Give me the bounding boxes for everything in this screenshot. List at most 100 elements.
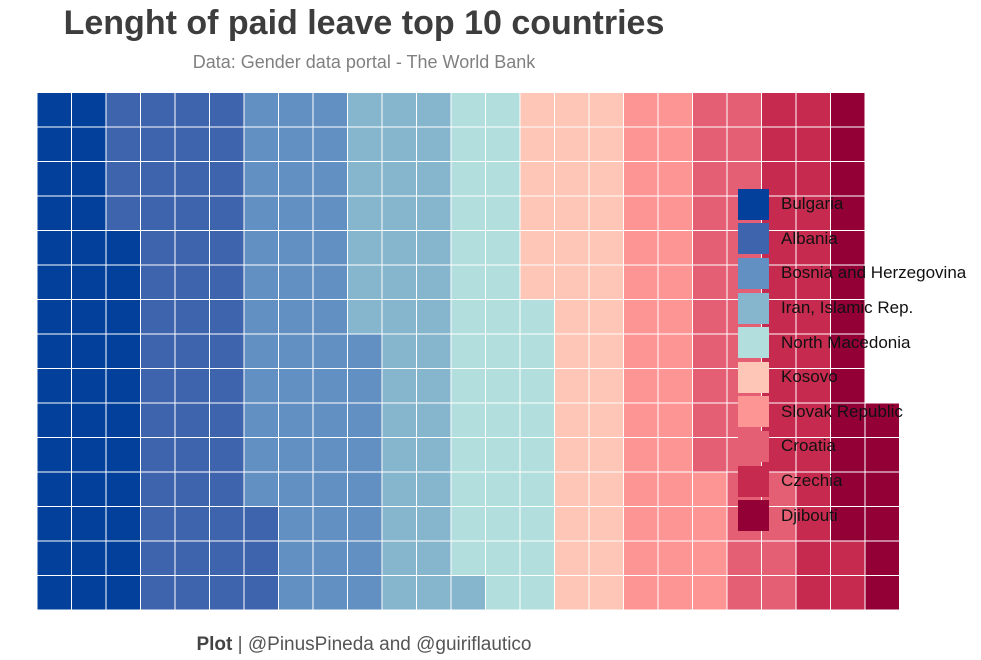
- waffle-cell-2: [209, 92, 245, 128]
- waffle-cell-6: [554, 437, 590, 473]
- waffle-cell-8: [761, 575, 797, 611]
- waffle-cell-5: [485, 402, 521, 438]
- waffle-cell-2: [174, 575, 210, 611]
- waffle-cell-6: [588, 230, 624, 266]
- waffle-cell-2: [209, 299, 245, 335]
- waffle-cell-9: [795, 126, 831, 162]
- waffle-cell-3: [278, 264, 314, 300]
- waffle-cell-2: [174, 195, 210, 231]
- chart-subtitle: Data: Gender data portal - The World Ban…: [192, 52, 536, 72]
- legend-label: Czechia: [781, 471, 843, 491]
- waffle-cell-8: [726, 540, 762, 576]
- waffle-cell-5: [450, 506, 486, 542]
- waffle-cell-1: [71, 437, 107, 473]
- legend-label: North Macedonia: [781, 332, 911, 352]
- waffle-cell-4: [381, 540, 417, 576]
- waffle-cell-6: [554, 333, 590, 369]
- waffle-cell-3: [347, 402, 383, 438]
- waffle-cell-4: [416, 126, 452, 162]
- waffle-cell-7: [623, 437, 659, 473]
- waffle-cell-3: [312, 575, 348, 611]
- waffle-cell-4: [381, 368, 417, 404]
- waffle-cell-7: [623, 575, 659, 611]
- waffle-cell-5: [450, 333, 486, 369]
- waffle-cell-2: [174, 368, 210, 404]
- waffle-cell-3: [312, 161, 348, 197]
- waffle-cell-3: [243, 92, 279, 128]
- legend-swatch: [738, 327, 769, 359]
- waffle-cell-7: [657, 230, 693, 266]
- waffle-cell-1: [36, 299, 72, 335]
- waffle-cell-8: [692, 264, 728, 300]
- legend-item: Iran, Islamic Rep.: [738, 291, 966, 326]
- waffle-cell-2: [209, 437, 245, 473]
- waffle-cell-2: [174, 126, 210, 162]
- waffle-cell-9: [761, 92, 797, 128]
- legend-swatch: [738, 188, 769, 220]
- legend-swatch: [738, 257, 769, 289]
- waffle-cell-7: [657, 540, 693, 576]
- waffle-cell-1: [71, 264, 107, 300]
- waffle-cell-6: [554, 264, 590, 300]
- waffle-cell-5: [519, 299, 555, 335]
- waffle-cell-5: [450, 230, 486, 266]
- waffle-cell-4: [347, 126, 383, 162]
- waffle-cell-1: [36, 368, 72, 404]
- waffle-cell-9: [795, 92, 831, 128]
- waffle-cell-6: [588, 92, 624, 128]
- waffle-cell-9: [795, 506, 831, 542]
- waffle-cell-1: [71, 299, 107, 335]
- waffle-cell-2: [140, 92, 176, 128]
- waffle-cell-6: [554, 506, 590, 542]
- waffle-cell-10: [864, 471, 900, 507]
- waffle-cell-5: [485, 161, 521, 197]
- chart-title: Lenght of paid leave top 10 countries: [63, 4, 665, 42]
- waffle-cell-3: [243, 368, 279, 404]
- waffle-cell-9: [795, 540, 831, 576]
- waffle-cell-2: [174, 161, 210, 197]
- waffle-cell-4: [381, 230, 417, 266]
- waffle-cell-5: [485, 230, 521, 266]
- waffle-cell-1: [36, 195, 72, 231]
- waffle-cell-5: [519, 437, 555, 473]
- waffle-cell-10: [830, 299, 866, 335]
- waffle-cell-1: [71, 368, 107, 404]
- waffle-cell-4: [381, 437, 417, 473]
- waffle-cell-5: [519, 402, 555, 438]
- waffle-cell-2: [174, 471, 210, 507]
- waffle-cell-2: [174, 506, 210, 542]
- legend-swatch: [738, 500, 769, 532]
- waffle-cell-4: [381, 575, 417, 611]
- waffle-cell-4: [416, 230, 452, 266]
- waffle-cell-2: [140, 368, 176, 404]
- waffle-cell-6: [588, 264, 624, 300]
- waffle-cell-3: [312, 506, 348, 542]
- waffle-cell-4: [416, 575, 452, 611]
- waffle-cell-7: [657, 264, 693, 300]
- waffle-cell-7: [623, 195, 659, 231]
- waffle-cell-3: [278, 368, 314, 404]
- waffle-cell-6: [554, 575, 590, 611]
- waffle-cell-4: [416, 195, 452, 231]
- waffle-cell-4: [381, 506, 417, 542]
- waffle-cell-9: [795, 437, 831, 473]
- waffle-cell-3: [243, 195, 279, 231]
- waffle-cell-7: [657, 92, 693, 128]
- legend-item: Kosovo: [738, 360, 966, 395]
- waffle-cell-2: [209, 368, 245, 404]
- waffle-cell-2: [174, 437, 210, 473]
- waffle-cell-5: [450, 195, 486, 231]
- waffle-cell-3: [278, 92, 314, 128]
- waffle-cell-3: [312, 264, 348, 300]
- waffle-cell-2: [174, 299, 210, 335]
- waffle-cell-9: [795, 402, 831, 438]
- waffle-cell-1: [71, 195, 107, 231]
- waffle-cell-3: [243, 264, 279, 300]
- waffle-cell-8: [692, 299, 728, 335]
- waffle-cell-7: [623, 471, 659, 507]
- waffle-cell-10: [830, 230, 866, 266]
- waffle-cell-9: [795, 264, 831, 300]
- waffle-cell-5: [485, 299, 521, 335]
- waffle-cell-4: [416, 264, 452, 300]
- waffle-cell-5: [485, 264, 521, 300]
